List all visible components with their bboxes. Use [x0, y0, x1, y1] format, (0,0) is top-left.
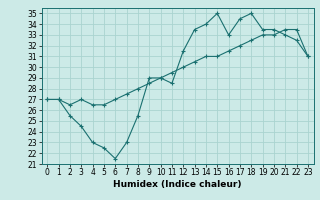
X-axis label: Humidex (Indice chaleur): Humidex (Indice chaleur)	[113, 180, 242, 189]
